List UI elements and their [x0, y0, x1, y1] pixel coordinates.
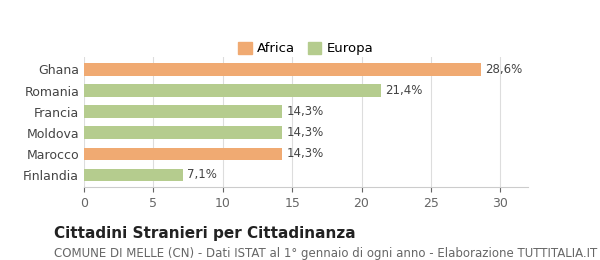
Text: 7,1%: 7,1%: [187, 168, 217, 181]
Text: 14,3%: 14,3%: [287, 105, 324, 118]
Bar: [84, 169, 182, 181]
Text: COMUNE DI MELLE (CN) - Dati ISTAT al 1° gennaio di ogni anno - Elaborazione TUTT: COMUNE DI MELLE (CN) - Dati ISTAT al 1° …: [54, 247, 597, 260]
Legend: Africa, Europa: Africa, Europa: [232, 35, 380, 62]
Text: 14,3%: 14,3%: [287, 147, 324, 160]
Bar: [84, 126, 283, 139]
Text: 28,6%: 28,6%: [485, 63, 522, 76]
Bar: [84, 63, 481, 76]
Text: 21,4%: 21,4%: [385, 84, 422, 97]
Text: Cittadini Stranieri per Cittadinanza: Cittadini Stranieri per Cittadinanza: [54, 226, 356, 241]
Bar: [84, 147, 283, 160]
Bar: [84, 105, 283, 118]
Bar: [84, 84, 381, 97]
Text: 14,3%: 14,3%: [287, 126, 324, 139]
